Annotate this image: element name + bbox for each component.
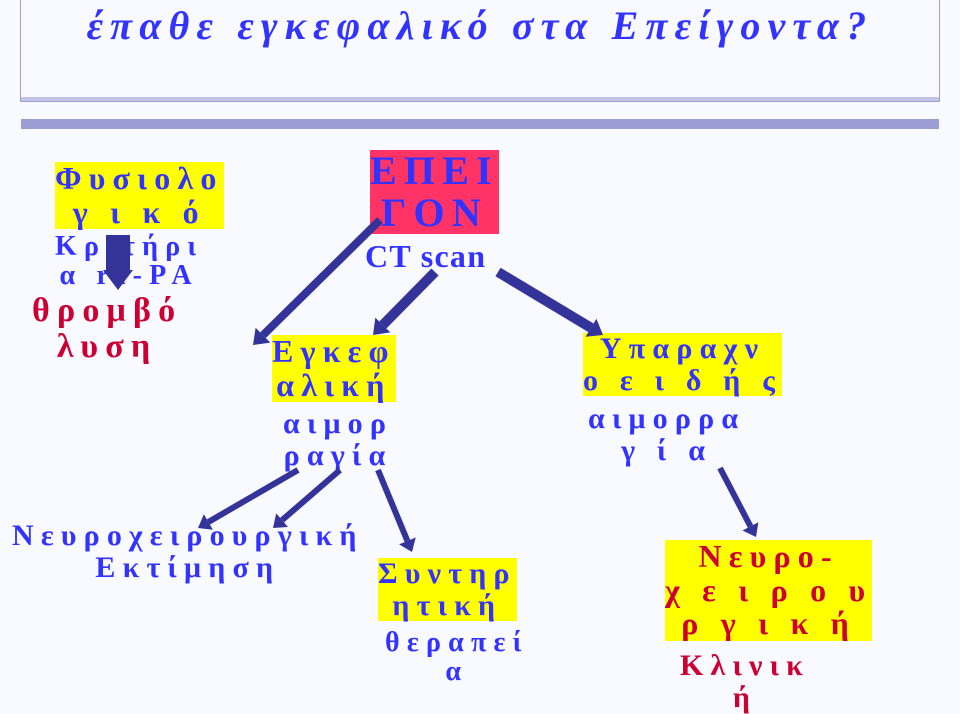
title-frame: έπαθε εγκεφαλικό στα Επείγοντα? [20, 0, 940, 102]
node-klin: Κλινικ ή [680, 650, 810, 713]
node-aimor2: αιμορρα γ ί α [588, 403, 745, 466]
node-ct: CT scan [365, 240, 486, 274]
page-title: έπαθε εγκεφαλικό στα Επείγοντα? [21, 4, 939, 48]
node-crit: Κριτήρι α rt-PA [55, 232, 203, 291]
node-synt: Συντηρ ητική [378, 558, 517, 621]
node-nsurg: Νευροχειρουργική Εκτίμηση [12, 520, 364, 583]
node-neuro: Νευρο- χ ε ι ρ ο υ ρ γ ι κ ή [665, 540, 872, 641]
node-phys: Φυσιολο γ ι κ ό [55, 162, 224, 229]
node-ther: θεραπεί α [385, 628, 529, 687]
node-ypar: Υπαραχν ο ε ι δ ή ς [583, 333, 782, 396]
node-thromb: θρομβό λυση [32, 293, 182, 364]
node-enk: Εγκεφ αλική [272, 335, 396, 402]
node-aimor: αιμορ ραγία [283, 408, 393, 471]
node-epei: ΕΠΕΙ ΓΟΝ [370, 150, 499, 234]
